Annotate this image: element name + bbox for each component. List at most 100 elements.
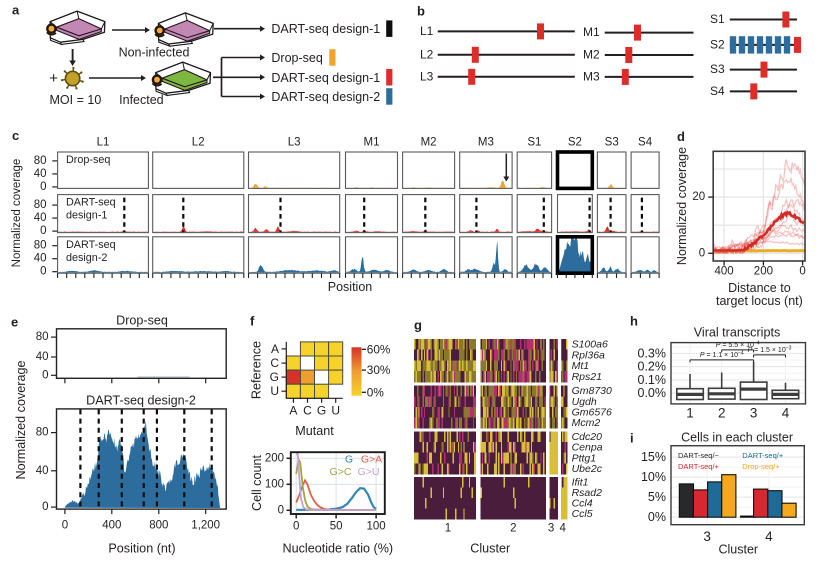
svg-text:0.3%: 0.3% bbox=[638, 347, 667, 361]
svg-text:Gm8730: Gm8730 bbox=[572, 385, 612, 397]
svg-text:DART-seq design-2: DART-seq design-2 bbox=[271, 90, 380, 104]
svg-text:i: i bbox=[630, 431, 634, 446]
svg-text:h: h bbox=[630, 314, 638, 329]
svg-text:Cells in each cluster: Cells in each cluster bbox=[681, 431, 793, 445]
svg-text:b: b bbox=[417, 4, 425, 19]
svg-text:S4: S4 bbox=[638, 137, 653, 149]
svg-text:G>A: G>A bbox=[361, 454, 382, 466]
svg-text:G: G bbox=[345, 454, 353, 466]
svg-text:L1: L1 bbox=[97, 137, 110, 149]
svg-text:3: 3 bbox=[750, 406, 758, 421]
svg-text:20: 20 bbox=[692, 191, 705, 203]
svg-text:0: 0 bbox=[278, 504, 284, 516]
svg-text:G: G bbox=[270, 370, 279, 384]
svg-text:S100a6: S100a6 bbox=[572, 339, 608, 351]
svg-text:0: 0 bbox=[699, 247, 705, 259]
svg-text:L1: L1 bbox=[420, 24, 434, 38]
svg-text:0: 0 bbox=[42, 369, 48, 381]
svg-text:DART-seq: DART-seq bbox=[66, 239, 116, 251]
svg-text:M2: M2 bbox=[421, 137, 437, 149]
svg-text:Cdc20: Cdc20 bbox=[572, 431, 603, 443]
svg-text:0.1%: 0.1% bbox=[638, 373, 667, 387]
svg-text:100: 100 bbox=[367, 521, 386, 533]
svg-text:Viral transcripts: Viral transcripts bbox=[694, 326, 781, 340]
svg-text:C: C bbox=[303, 403, 312, 417]
svg-text:L2: L2 bbox=[420, 47, 434, 61]
svg-text:1,200: 1,200 bbox=[191, 520, 220, 532]
svg-text:Drop-seq: Drop-seq bbox=[271, 51, 322, 65]
svg-text:Ugdh: Ugdh bbox=[572, 396, 597, 408]
svg-text:200: 200 bbox=[754, 266, 773, 278]
svg-text:80: 80 bbox=[34, 199, 47, 211]
svg-text:200: 200 bbox=[265, 452, 284, 464]
svg-text:0: 0 bbox=[42, 501, 48, 513]
svg-text:U: U bbox=[331, 403, 340, 417]
svg-text:P = 1.1 × 10−4: P = 1.1 × 10−4 bbox=[700, 350, 744, 359]
svg-text:M3: M3 bbox=[478, 137, 494, 149]
svg-text:Ifit1: Ifit1 bbox=[572, 477, 589, 489]
svg-text:design-1: design-1 bbox=[66, 210, 107, 222]
svg-text:A: A bbox=[289, 403, 297, 417]
svg-text:800: 800 bbox=[149, 520, 168, 532]
svg-text:P = 1.5 × 10−3: P = 1.5 × 10−3 bbox=[748, 345, 792, 354]
svg-text:U: U bbox=[270, 384, 279, 398]
svg-text:Drop-seq: Drop-seq bbox=[66, 154, 110, 166]
svg-text:e: e bbox=[11, 315, 18, 330]
svg-text:1: 1 bbox=[686, 406, 694, 421]
svg-text:L2: L2 bbox=[192, 137, 205, 149]
svg-text:5%: 5% bbox=[648, 490, 666, 504]
svg-text:0: 0 bbox=[40, 266, 46, 278]
svg-text:S1: S1 bbox=[527, 137, 541, 149]
svg-text:3: 3 bbox=[703, 529, 711, 544]
svg-text:Ube2c: Ube2c bbox=[572, 463, 603, 475]
svg-text:S4: S4 bbox=[710, 84, 725, 98]
svg-text:DART-seq design-1: DART-seq design-1 bbox=[271, 71, 380, 85]
svg-text:c: c bbox=[12, 128, 19, 143]
svg-text:0: 0 bbox=[40, 181, 46, 193]
svg-text:Drop-seq: Drop-seq bbox=[116, 314, 168, 328]
svg-text:M2: M2 bbox=[583, 48, 600, 62]
svg-text:Rpl36a: Rpl36a bbox=[572, 349, 605, 361]
svg-text:0%: 0% bbox=[367, 385, 385, 399]
svg-text:15%: 15% bbox=[641, 450, 666, 464]
svg-text:30%: 30% bbox=[367, 363, 391, 377]
svg-text:S3: S3 bbox=[710, 62, 725, 76]
svg-text:0: 0 bbox=[799, 266, 805, 278]
svg-text:Mcm2: Mcm2 bbox=[572, 417, 601, 429]
svg-text:4: 4 bbox=[782, 406, 790, 421]
svg-text:40: 40 bbox=[34, 253, 47, 265]
svg-text:M1: M1 bbox=[583, 25, 600, 39]
svg-text:400: 400 bbox=[715, 266, 734, 278]
svg-text:a: a bbox=[12, 3, 20, 18]
svg-text:M3: M3 bbox=[583, 69, 600, 83]
svg-text:50: 50 bbox=[330, 521, 343, 533]
svg-text:Cell count: Cell count bbox=[250, 455, 264, 512]
svg-text:Rps21: Rps21 bbox=[572, 371, 602, 383]
svg-text:target locus (nt): target locus (nt) bbox=[716, 294, 803, 308]
svg-text:A: A bbox=[271, 342, 279, 356]
svg-text:S2: S2 bbox=[568, 137, 582, 149]
svg-text:60%: 60% bbox=[367, 342, 391, 356]
svg-text:MOI = 10: MOI = 10 bbox=[50, 93, 102, 107]
svg-text:DART-seq/−: DART-seq/− bbox=[678, 451, 720, 460]
svg-text:design-2: design-2 bbox=[66, 252, 107, 264]
svg-text:40: 40 bbox=[36, 351, 49, 363]
svg-text:f: f bbox=[250, 314, 255, 329]
svg-text:G: G bbox=[317, 403, 326, 417]
svg-text:Normalized coverage: Normalized coverage bbox=[675, 147, 689, 265]
svg-text:0: 0 bbox=[62, 520, 68, 532]
svg-text:Ccl4: Ccl4 bbox=[572, 498, 593, 510]
svg-text:80: 80 bbox=[34, 155, 47, 167]
svg-text:1: 1 bbox=[445, 523, 451, 535]
svg-text:80: 80 bbox=[34, 240, 47, 252]
svg-text:G>C: G>C bbox=[330, 466, 352, 478]
svg-text:G>U: G>U bbox=[358, 466, 380, 478]
svg-text:DART-seq/+: DART-seq/+ bbox=[678, 462, 720, 471]
svg-text:Drop-seq/+: Drop-seq/+ bbox=[742, 462, 780, 471]
svg-text:0.0%: 0.0% bbox=[638, 386, 667, 400]
svg-text:2: 2 bbox=[510, 523, 516, 535]
svg-text:S3: S3 bbox=[605, 137, 619, 149]
svg-text:10%: 10% bbox=[641, 470, 666, 484]
svg-text:Reference: Reference bbox=[250, 341, 264, 399]
svg-text:Non-infected: Non-infected bbox=[119, 46, 190, 60]
